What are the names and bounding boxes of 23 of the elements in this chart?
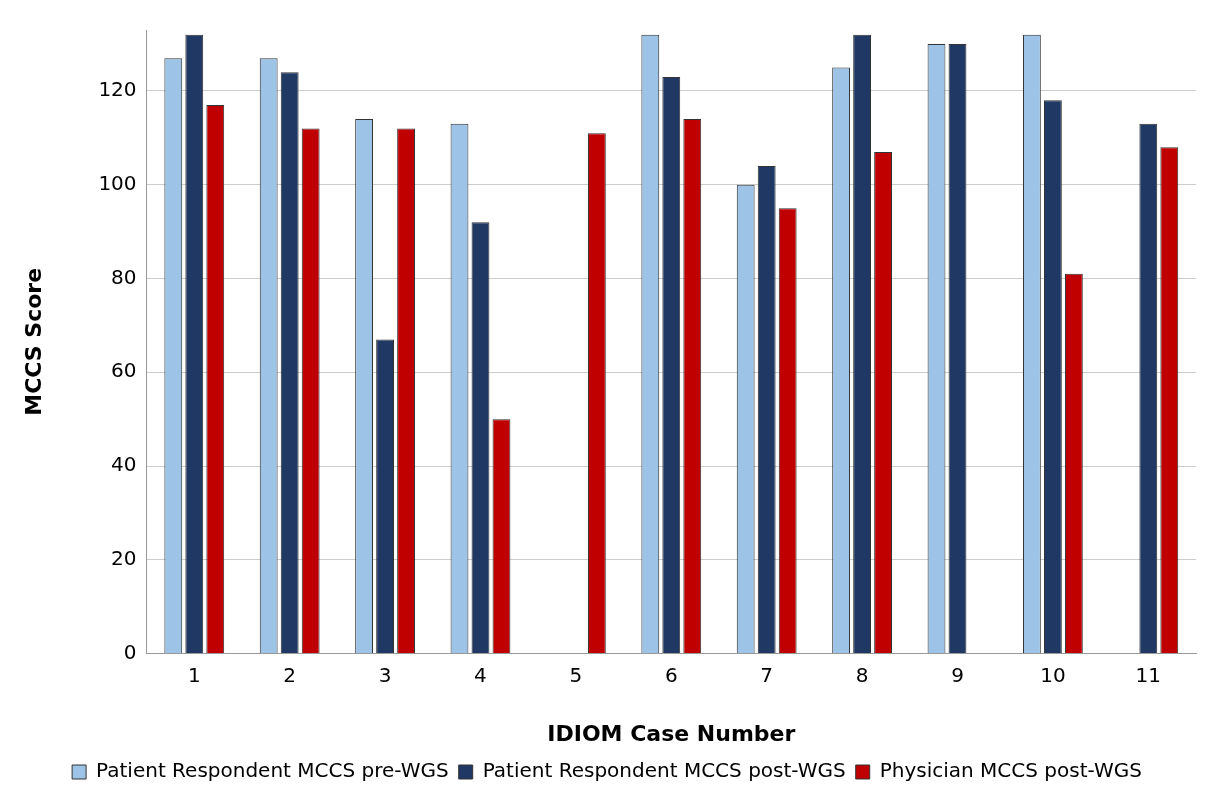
legend-label: Patient Respondent MCCS post-WGS (482, 758, 846, 783)
y-tick-label: 120 (98, 77, 137, 102)
y-tick-label: 20 (111, 546, 137, 571)
x-tick-label: 8 (855, 662, 869, 687)
legend-label: Physician MCCS post-WGS (879, 758, 1142, 783)
x-tick-label: 9 (951, 662, 964, 687)
y-axis-title: MCCS Score (20, 267, 46, 416)
x-tick-label: 6 (664, 662, 678, 687)
y-tick-label: 80 (111, 264, 137, 289)
x-tick-label: 4 (474, 662, 487, 687)
x-tick-label: 10 (1040, 662, 1066, 687)
x-tick-label: 3 (378, 662, 392, 687)
y-tick-label: 60 (111, 358, 137, 383)
y-tick-label: 0 (123, 639, 137, 664)
x-tick-label: 11 (1135, 662, 1162, 687)
x-axis-title: IDIOM Case Number (547, 720, 796, 746)
y-tick-label: 100 (98, 170, 137, 195)
x-tick-label: 7 (760, 662, 774, 687)
y-tick-label: 40 (111, 452, 137, 477)
x-tick-label: 2 (283, 662, 297, 687)
x-tick-label: 1 (187, 662, 201, 687)
x-tick-label: 5 (569, 662, 583, 687)
legend-label: Patient Respondent MCCS pre-WGS (96, 758, 449, 783)
